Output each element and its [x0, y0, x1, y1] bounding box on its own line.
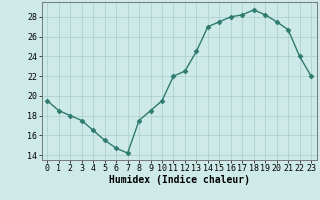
X-axis label: Humidex (Indice chaleur): Humidex (Indice chaleur): [109, 175, 250, 185]
